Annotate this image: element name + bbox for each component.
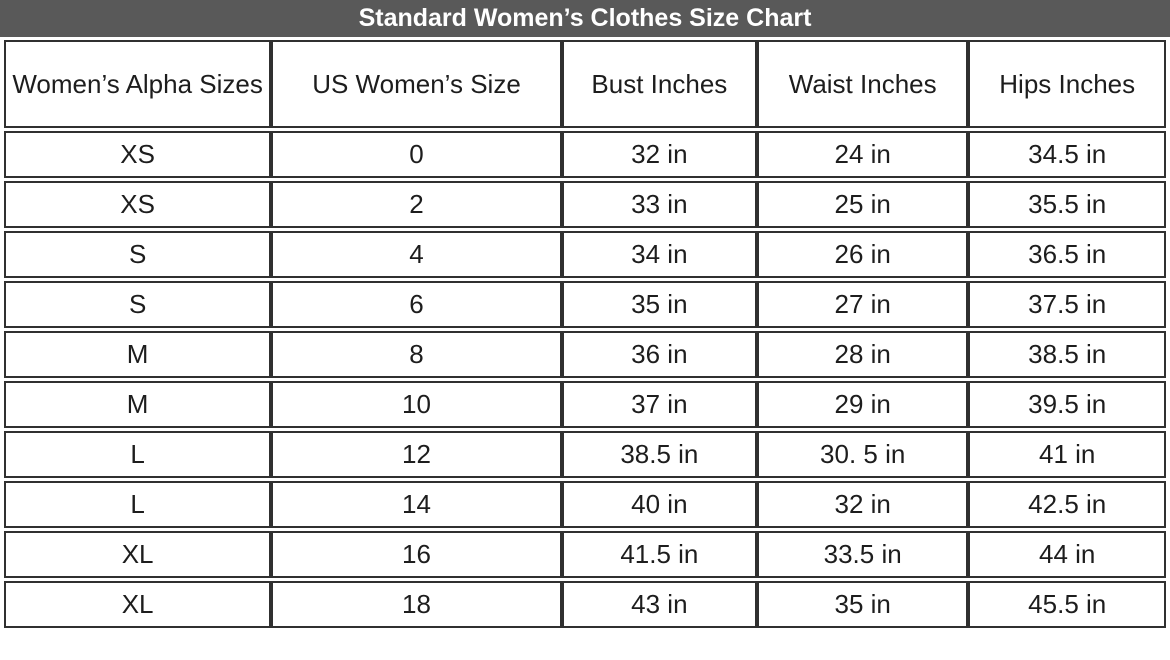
- table-cell: 45.5 in: [968, 581, 1166, 628]
- table-cell: 25 in: [756, 181, 969, 228]
- column-header-waist: Waist Inches: [756, 40, 969, 128]
- table-cell: 40 in: [561, 481, 757, 528]
- table-cell: 37.5 in: [968, 281, 1166, 328]
- column-header-alpha-sizes: Women’s Alpha Sizes: [4, 40, 272, 128]
- size-chart-table: Women’s Alpha Sizes US Women’s Size Bust…: [4, 37, 1166, 631]
- table-cell: S: [4, 281, 272, 328]
- table-cell: 41.5 in: [561, 531, 757, 578]
- table-row: XL 18 43 in 35 in 45.5 in: [4, 581, 1166, 628]
- table-cell: 33 in: [561, 181, 757, 228]
- table-cell: 8: [271, 331, 562, 378]
- table-cell: 43 in: [561, 581, 757, 628]
- table-row: M 8 36 in 28 in 38.5 in: [4, 331, 1166, 378]
- table-cell: 39.5 in: [968, 381, 1166, 428]
- table-cell: 44 in: [968, 531, 1166, 578]
- table-cell: 29 in: [756, 381, 969, 428]
- table-cell: 12: [271, 431, 562, 478]
- table-cell: 14: [271, 481, 562, 528]
- table-row: S 6 35 in 27 in 37.5 in: [4, 281, 1166, 328]
- table-cell: 35 in: [756, 581, 969, 628]
- chart-title: Standard Women’s Clothes Size Chart: [0, 0, 1170, 37]
- table-cell: 26 in: [756, 231, 969, 278]
- table-cell: 0: [271, 131, 562, 178]
- table-cell: 34 in: [561, 231, 757, 278]
- table-cell: 10: [271, 381, 562, 428]
- column-header-us-size: US Women’s Size: [271, 40, 562, 128]
- table-cell: 35.5 in: [968, 181, 1166, 228]
- table-cell: XS: [4, 131, 272, 178]
- table-cell: 36 in: [561, 331, 757, 378]
- table-row: S 4 34 in 26 in 36.5 in: [4, 231, 1166, 278]
- table-cell: XL: [4, 581, 272, 628]
- table-cell: 28 in: [756, 331, 969, 378]
- table-cell: 24 in: [756, 131, 969, 178]
- table-cell: 27 in: [756, 281, 969, 328]
- table-cell: 30. 5 in: [756, 431, 969, 478]
- table-cell: L: [4, 431, 272, 478]
- table-cell: 6: [271, 281, 562, 328]
- table-cell: 38.5 in: [561, 431, 757, 478]
- table-cell: 2: [271, 181, 562, 228]
- column-header-hips: Hips Inches: [968, 40, 1166, 128]
- table-row: XL 16 41.5 in 33.5 in 44 in: [4, 531, 1166, 578]
- column-header-bust: Bust Inches: [561, 40, 757, 128]
- table-cell: 37 in: [561, 381, 757, 428]
- table-cell: 33.5 in: [756, 531, 969, 578]
- table-cell: 4: [271, 231, 562, 278]
- table-row: XS 2 33 in 25 in 35.5 in: [4, 181, 1166, 228]
- table-cell: 36.5 in: [968, 231, 1166, 278]
- table-cell: 41 in: [968, 431, 1166, 478]
- table-cell: 18: [271, 581, 562, 628]
- table-cell: L: [4, 481, 272, 528]
- table-cell: 32 in: [756, 481, 969, 528]
- table-row: XS 0 32 in 24 in 34.5 in: [4, 131, 1166, 178]
- table-cell: M: [4, 331, 272, 378]
- table-row: L 14 40 in 32 in 42.5 in: [4, 481, 1166, 528]
- table-cell: 16: [271, 531, 562, 578]
- table-cell: M: [4, 381, 272, 428]
- table-row: M 10 37 in 29 in 39.5 in: [4, 381, 1166, 428]
- table-cell: 38.5 in: [968, 331, 1166, 378]
- table-cell: S: [4, 231, 272, 278]
- table-cell: 35 in: [561, 281, 757, 328]
- header-row: Women’s Alpha Sizes US Women’s Size Bust…: [4, 40, 1166, 128]
- table-cell: XL: [4, 531, 272, 578]
- size-table-body: XS 0 32 in 24 in 34.5 in XS 2 33 in 25 in 35.5 in…: [4, 131, 1166, 628]
- table-cell: 34.5 in: [968, 131, 1166, 178]
- table-row: L 12 38.5 in 30. 5 in 41 in: [4, 431, 1166, 478]
- table-cell: 32 in: [561, 131, 757, 178]
- table-cell: XS: [4, 181, 272, 228]
- table-cell: 42.5 in: [968, 481, 1166, 528]
